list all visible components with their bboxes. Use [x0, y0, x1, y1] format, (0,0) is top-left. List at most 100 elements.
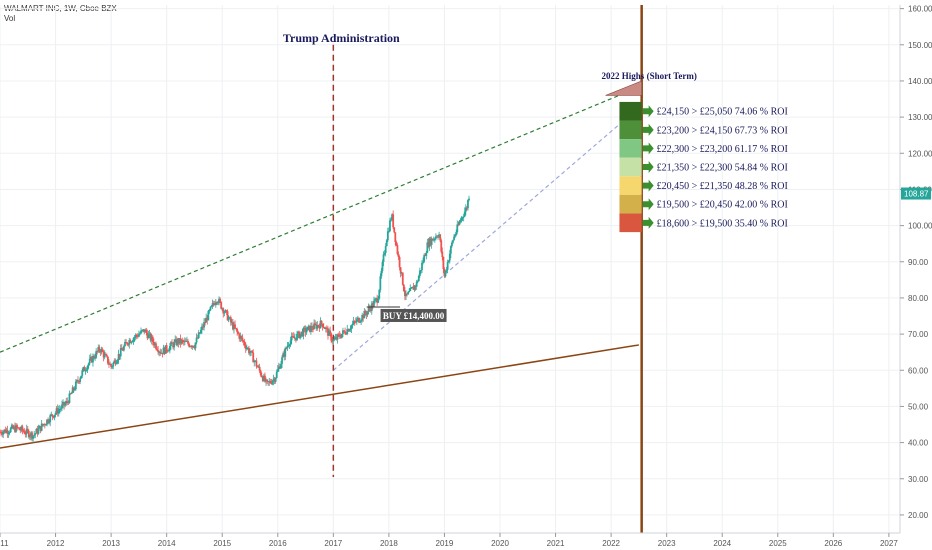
candle-body — [433, 238, 436, 240]
candle-body — [209, 306, 212, 311]
candle-body — [220, 301, 223, 309]
candle-body — [219, 298, 221, 302]
candle-body — [149, 333, 152, 341]
candle-body — [448, 253, 451, 261]
candle-body — [358, 317, 360, 323]
candle-body — [46, 419, 48, 425]
candle-body — [280, 363, 282, 369]
candle-body — [32, 435, 35, 439]
y-tick-label: 100.00 — [908, 222, 932, 231]
candle-body — [336, 334, 339, 340]
candle-body — [347, 329, 350, 332]
candle-body — [288, 344, 291, 346]
candle-body — [99, 350, 102, 353]
highs-label: 2022 Highs — [602, 71, 645, 81]
candle-body — [361, 314, 364, 321]
candle-body — [313, 323, 316, 330]
roi-arrow-icon — [642, 216, 654, 229]
candle-body — [351, 323, 354, 326]
x-tick-label: 2013 — [102, 539, 120, 548]
lower-channel-line — [0, 344, 640, 449]
candle-body — [311, 326, 313, 329]
candle-body — [398, 257, 401, 268]
candle-body — [49, 415, 52, 423]
candle-body — [285, 348, 288, 350]
candle-body — [443, 268, 446, 277]
candle-body — [390, 219, 392, 221]
candle-body — [397, 254, 400, 258]
x-tick-label: 2020 — [491, 539, 509, 548]
candle-body — [172, 343, 174, 348]
last-price-label: 108.87 — [904, 190, 929, 199]
candle-body — [241, 337, 244, 341]
y-tick-label: 30.00 — [908, 475, 929, 484]
candle-body — [365, 313, 368, 316]
candle-body — [63, 402, 66, 406]
candle-body — [132, 338, 135, 342]
candle-body — [136, 335, 139, 337]
candle-body — [429, 238, 432, 245]
candle-body — [217, 302, 219, 304]
x-tick-label: 2014 — [158, 539, 176, 548]
candle-body — [2, 431, 5, 435]
candle-body — [191, 345, 194, 347]
candle-body — [59, 408, 62, 410]
candle-body — [409, 288, 412, 292]
candle-body — [376, 298, 379, 303]
candle-body — [422, 261, 424, 263]
candle-body — [430, 238, 433, 245]
candle-body — [246, 347, 249, 349]
candle-body — [176, 339, 179, 345]
candle-body — [328, 330, 330, 336]
candle-body — [233, 324, 235, 330]
candle-body — [194, 342, 197, 349]
candle-body — [175, 339, 178, 345]
candle-body — [338, 334, 341, 337]
candle-body — [124, 341, 126, 347]
candle-body — [382, 254, 385, 262]
y-tick-label: 130.00 — [908, 113, 932, 122]
candle-body — [312, 328, 314, 330]
candle-body — [85, 369, 88, 371]
candle-body — [308, 325, 311, 332]
candle-body — [218, 298, 220, 304]
roi-band-label: £23,200 > £24,150 67.73 % ROI — [657, 125, 788, 136]
candle-body — [399, 267, 402, 274]
candle-body — [432, 238, 435, 241]
candle-body — [204, 322, 207, 324]
candle-body — [230, 322, 233, 324]
x-tick-label: 2012 — [47, 539, 65, 548]
buy-label-box — [380, 308, 447, 322]
candle-body — [6, 429, 9, 434]
candle-body — [139, 333, 141, 335]
candle-body — [37, 428, 40, 434]
candle-body — [255, 360, 258, 367]
candle-body — [270, 382, 273, 384]
candle-body — [196, 337, 199, 339]
roi-band — [619, 139, 642, 158]
candle-body — [440, 240, 443, 252]
candle-body — [26, 428, 29, 431]
candle-body — [335, 337, 338, 340]
candle-body — [405, 293, 407, 297]
candle-body — [330, 333, 333, 341]
x-tick-label: 2019 — [436, 539, 454, 548]
candle-body — [27, 430, 30, 438]
candle-body — [324, 327, 327, 330]
candle-body — [332, 340, 335, 342]
candle-body — [50, 414, 53, 416]
candle-body — [148, 333, 151, 335]
candle-body — [355, 319, 358, 323]
candle-body — [223, 312, 226, 314]
y-tick-label: 160.00 — [908, 5, 932, 14]
y-tick-label: 60.00 — [908, 366, 929, 375]
candle-body — [41, 423, 44, 426]
y-tick-label: 20.00 — [908, 511, 929, 520]
candle-body — [69, 393, 72, 395]
candle-body — [297, 331, 299, 334]
candle-body — [4, 429, 7, 433]
candle-body — [262, 375, 265, 381]
roi-band — [619, 213, 642, 233]
candle-body — [431, 238, 434, 241]
candle-body — [163, 347, 166, 354]
